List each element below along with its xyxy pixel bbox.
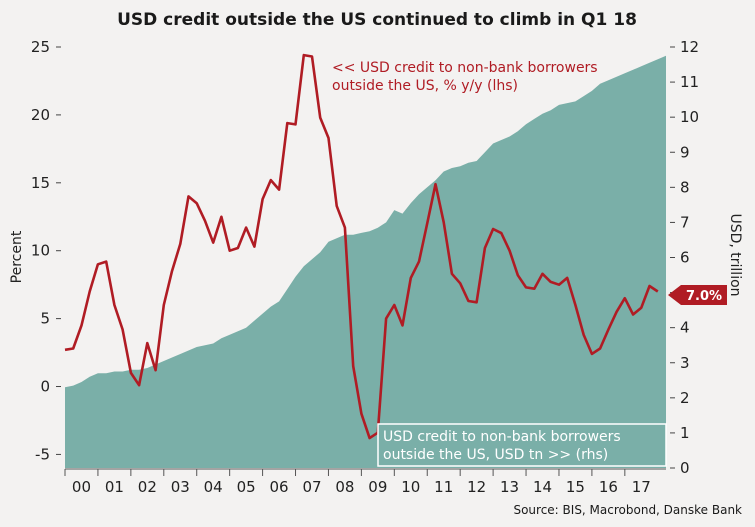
x-tick-label: 06 bbox=[270, 478, 289, 496]
left-tick-label: 0 bbox=[40, 378, 50, 396]
teal-series-label-line2: outside the US, USD tn >> (rhs) bbox=[383, 447, 608, 463]
right-tick-label: 3 bbox=[680, 354, 690, 372]
right-tick-label: 6 bbox=[680, 249, 690, 267]
right-tick-label: 7 bbox=[680, 213, 690, 231]
right-tick-label: 0 bbox=[680, 459, 690, 477]
source-note: Source: BIS, Macrobond, Danske Bank bbox=[513, 503, 742, 517]
right-axis-label: USD, trillion bbox=[727, 213, 743, 296]
right-tick-label: 11 bbox=[680, 73, 699, 91]
last-value-badge-text: 7.0% bbox=[686, 289, 722, 304]
x-tick-label: 09 bbox=[368, 478, 387, 496]
x-tick-label: 14 bbox=[533, 478, 552, 496]
x-tick-label: 11 bbox=[434, 478, 453, 496]
left-tick-label: -5 bbox=[35, 445, 50, 463]
x-tick-label: 02 bbox=[138, 478, 157, 496]
left-tick-label: 10 bbox=[31, 242, 50, 260]
line-layer bbox=[64, 53, 659, 440]
x-tick-label: 07 bbox=[302, 478, 321, 496]
right-tick-label: 10 bbox=[680, 108, 699, 126]
right-tick-label: 4 bbox=[680, 319, 690, 337]
series-line-yoy bbox=[64, 53, 659, 440]
left-axis-label: Percent bbox=[9, 230, 25, 283]
x-axis: 00 01 02 03 04 05 06 07 08 09 10 11 12 13 14 15 16 17 bbox=[64, 468, 666, 496]
left-tick-label: 5 bbox=[40, 310, 50, 328]
x-tick-label: 01 bbox=[105, 478, 124, 496]
right-tick-label: 9 bbox=[680, 143, 690, 161]
x-tick-label: 00 bbox=[72, 478, 91, 496]
right-tick-label: 12 bbox=[680, 38, 699, 56]
area-layer bbox=[65, 55, 666, 469]
series-area-usd-tn bbox=[65, 55, 666, 469]
teal-label-box bbox=[377, 423, 667, 467]
x-tick-label: 15 bbox=[566, 478, 585, 496]
red-series-label-line1: << USD credit to non-bank borrowers bbox=[332, 60, 598, 76]
red-series-label-line2: outside the US, % y/y (lhs) bbox=[332, 78, 518, 94]
right-tick-label: 2 bbox=[680, 389, 690, 407]
x-tick-label: 17 bbox=[632, 478, 651, 496]
x-tick-label: 03 bbox=[171, 478, 190, 496]
chart-title: USD credit outside the US continued to c… bbox=[117, 10, 637, 30]
right-tick-label: 8 bbox=[680, 178, 690, 196]
x-tick-label: 10 bbox=[401, 478, 420, 496]
x-tick-label: 12 bbox=[467, 478, 486, 496]
left-tick-label: 25 bbox=[31, 38, 50, 56]
x-tick-label: 04 bbox=[204, 478, 223, 496]
teal-series-label-line1: USD credit to non-bank borrowers bbox=[383, 429, 621, 445]
x-tick-label: 16 bbox=[599, 478, 618, 496]
left-axis: 25 20 15 10 5 0 -5 bbox=[31, 38, 61, 463]
left-tick-label: 15 bbox=[31, 174, 50, 192]
right-tick-label: 1 bbox=[680, 424, 690, 442]
x-tick-label: 13 bbox=[500, 478, 519, 496]
x-tick-label: 08 bbox=[335, 478, 354, 496]
left-tick-label: 20 bbox=[31, 106, 50, 124]
right-axis: 1211109876543210 bbox=[670, 38, 699, 477]
x-tick-label: 05 bbox=[237, 478, 256, 496]
last-value-badge: 7.0% bbox=[668, 285, 727, 305]
